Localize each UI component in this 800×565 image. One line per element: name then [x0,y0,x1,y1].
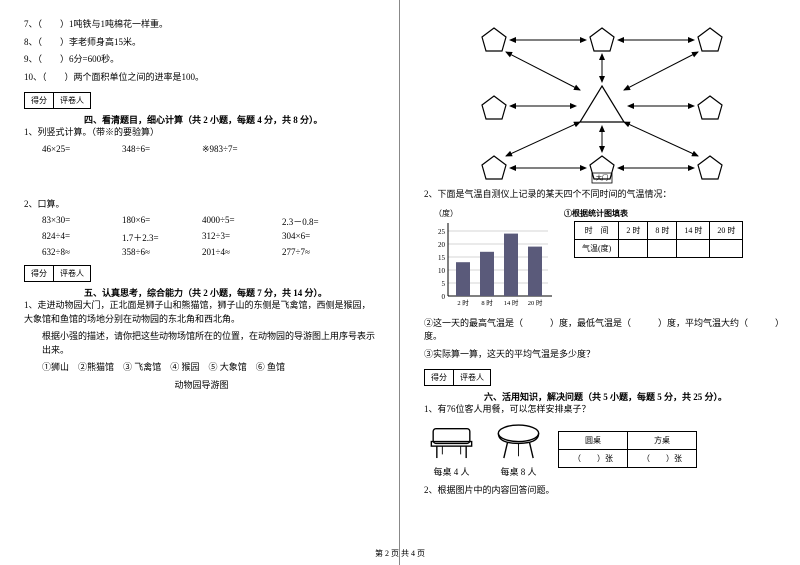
svg-text:20 时: 20 时 [528,298,543,307]
round-desk-icon [491,421,546,463]
cell: （ ）张 [559,449,628,467]
calc1-row: 46×25= 348÷6= ※983÷7= [42,144,379,155]
score-box-3: 得分 评卷人 [424,369,780,386]
svg-text:15: 15 [438,254,446,262]
q2: 2、下面是气温自测仪上记录的某天四个不同时间的气温情况： [424,188,780,202]
score-box-2: 得分 评卷人 [24,265,379,282]
q4-1: 1、列竖式计算。（带※的要验算） [24,126,379,140]
svg-text:2 时: 2 时 [457,298,469,307]
calc2-row-1: 83×30= 180×6= 4000÷5= 2.3－0.8= [42,215,379,228]
tf-8: 8、（ ）李老师身高15米。 [24,36,379,50]
map-title: 动物园导游图 [24,379,379,393]
tf-9: 9、（ ）6分=600秒。 [24,53,379,67]
svg-text:0: 0 [442,293,446,301]
svg-text:14 时: 14 时 [504,298,519,307]
calc-item: 312÷3= [202,231,282,244]
svg-text:25: 25 [438,228,446,236]
chart-ylabel: （度） [434,208,554,219]
calc2-row-3: 632÷8≈ 358÷6≈ 201÷4≈ 277÷7≈ [42,247,379,257]
grader-label: 评卷人 [454,369,491,386]
temp-table: 时 间 2 时 8 时 14 时 20 时 气温(度) [574,221,743,258]
calc2-row-2: 824÷4= 1.7＋2.3= 312÷3= 304×6= [42,231,379,244]
q5-1b: 根据小强的描述，请你把这些动物场馆所在的位置，在动物园的导游图上用序号表示出来。 [42,330,379,357]
bar-chart: 0 5 10 15 20 25 2 时 8 时 14 时 20 时 [424,221,554,311]
q5-1a: 1、走进动物园大门，正北面是狮子山和熊猫馆，狮子山的东侧是飞禽馆，西侧是猴园，大… [24,299,379,326]
chart-title: ①根据统计图填表 [564,208,743,219]
tf-10: 10、（ ）两个面积单位之间的进率是100。 [24,71,379,85]
score-label: 得分 [24,92,54,109]
calc-item: 824÷4= [42,231,122,244]
th: 8 时 [648,221,677,239]
desk-table: 圆桌 方桌 （ ）张 （ ）张 [558,431,697,468]
calc-item: 2.3－0.8= [282,215,362,228]
square-desk-icon [424,421,479,463]
calc-item: 1.7＋2.3= [122,231,202,244]
pentagon-diagram: 大门 [462,18,742,188]
q6-1: 1、有76位客人用餐，可以怎样安排桌子？ [424,403,780,417]
score-label: 得分 [424,369,454,386]
svg-text:8 时: 8 时 [481,298,493,307]
cell [648,239,677,257]
calc-item: 277÷7≈ [282,247,362,257]
cell [619,239,648,257]
svg-text:5: 5 [442,280,446,288]
grader-label: 评卷人 [54,92,91,109]
calc-item: 632÷8≈ [42,247,122,257]
calc-item: 348÷6= [122,144,202,155]
tf-7: 7、（ ）1吨铁与1吨棉花一样重。 [24,18,379,32]
page-footer: 第 2 页 共 4 页 [0,548,800,559]
q2b: ②这一天的最高气温是（ ）度，最低气温是（ ）度，平均气温大约（ ）度。 [424,317,780,344]
desk-sq-label: 每桌 4 人 [424,465,479,478]
section-6-title: 六、活用知识，解决问题（共 5 小题，每题 5 分，共 25 分）。 [484,390,780,403]
section-4-title: 四、看清题目，细心计算（共 2 小题，每题 4 分，共 8 分）。 [84,113,379,126]
section-5-title: 五、认真思考，综合能力（共 2 小题，每题 7 分，共 14 分）。 [84,286,379,299]
desk-rd-label: 每桌 8 人 [491,465,546,478]
calc-item: 83×30= [42,215,122,228]
cell [710,239,743,257]
score-box-1: 得分 评卷人 [24,92,379,109]
calc-item: 358÷6≈ [122,247,202,257]
th: 14 时 [677,221,710,239]
grader-label: 评卷人 [54,265,91,282]
svg-text:10: 10 [438,267,446,275]
cell [677,239,710,257]
svg-text:20: 20 [438,241,446,249]
th: 2 时 [619,221,648,239]
th: 20 时 [710,221,743,239]
calc-item: 201÷4≈ [202,247,282,257]
score-label: 得分 [24,265,54,282]
svg-text:大门: 大门 [596,174,608,182]
calc-item: 4000÷5= [202,215,282,228]
row-label: 气温(度) [575,239,619,257]
cell: （ ）张 [628,449,697,467]
legend: ①狮山 ②熊猫馆 ③ 飞禽馆 ④ 猴园 ⑤ 大象馆 ⑥ 鱼馆 [42,361,379,375]
calc-item: 46×25= [42,144,122,155]
th: 方桌 [628,431,697,449]
q4-2: 2、口算。 [24,198,379,212]
calc-item: 180×6= [122,215,202,228]
th-time: 时 间 [575,221,619,239]
calc-item: ※983÷7= [202,144,282,155]
calc-item: 304×6= [282,231,362,244]
th: 圆桌 [559,431,628,449]
q6-2: 2、根据图片中的内容回答问题。 [424,484,780,498]
q2c: ③实际算一算，这天的平均气温是多少度？ [424,348,780,362]
